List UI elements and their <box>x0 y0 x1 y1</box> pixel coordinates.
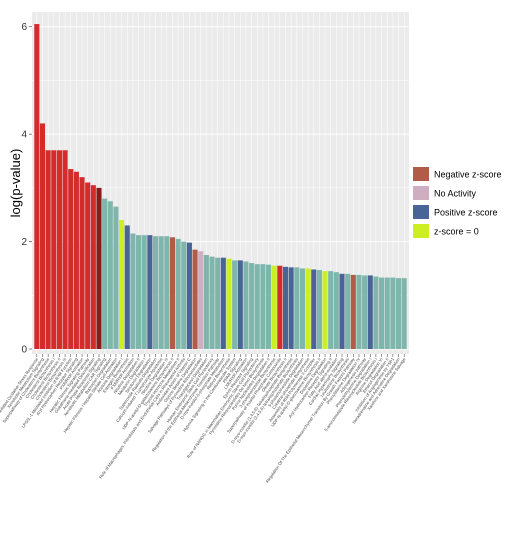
bar <box>141 235 147 349</box>
bar <box>226 258 232 349</box>
bar <box>96 187 102 349</box>
legend: Negative z-score No Activity Positive z-sc… <box>413 167 502 238</box>
bar <box>373 276 379 349</box>
bar <box>249 263 255 349</box>
bar <box>367 275 373 349</box>
bar <box>299 268 305 349</box>
bar <box>294 267 300 349</box>
bar <box>401 278 407 349</box>
bar <box>113 206 119 349</box>
bar <box>136 235 142 349</box>
plot-panel <box>32 12 409 354</box>
y-tick-label: 4 <box>21 130 27 141</box>
bar <box>237 260 243 349</box>
bar <box>277 265 283 349</box>
bar <box>339 273 345 349</box>
legend-label: No Activity <box>434 189 477 199</box>
bar <box>62 150 68 349</box>
bar <box>254 264 260 349</box>
bar <box>147 235 153 349</box>
bar <box>379 277 385 349</box>
bar <box>85 182 91 349</box>
legend-swatch <box>413 224 429 238</box>
bar <box>73 171 79 349</box>
bars <box>34 24 407 349</box>
legend-swatch <box>413 167 429 181</box>
bar <box>51 150 57 349</box>
bar <box>288 267 294 349</box>
x-axis-labels: NRF2-mediated Oxidative Stress ResponseX… <box>0 354 407 484</box>
bar <box>124 225 130 349</box>
bar <box>328 271 334 349</box>
bar <box>34 24 40 349</box>
bar <box>384 277 390 349</box>
bar <box>107 201 113 349</box>
bar <box>102 198 108 349</box>
legend-label: Positive z-score <box>434 208 498 218</box>
legend-label: Negative z-score <box>434 170 502 180</box>
bar <box>198 251 204 349</box>
bar <box>305 268 311 349</box>
y-axis-title: log(p-value) <box>8 149 23 218</box>
bar <box>169 237 176 349</box>
bar <box>271 265 277 349</box>
bar <box>192 249 198 349</box>
bar <box>350 274 356 349</box>
bar <box>395 278 402 349</box>
bar <box>181 241 187 349</box>
bar <box>362 275 368 349</box>
bar <box>175 238 181 349</box>
bar <box>119 220 125 349</box>
bar <box>311 269 317 349</box>
bar <box>56 150 62 349</box>
bar <box>345 273 351 349</box>
y-axis: 0 2 4 6 <box>21 22 32 356</box>
bar <box>220 257 226 349</box>
bar <box>203 255 209 349</box>
bar <box>90 185 96 349</box>
bar <box>130 233 136 349</box>
bar <box>186 242 192 349</box>
bar <box>316 270 322 349</box>
legend-swatch <box>413 186 429 200</box>
legend-label: z-score = 0 <box>434 227 479 237</box>
bar <box>152 236 159 349</box>
bar <box>356 274 362 349</box>
bar <box>390 277 396 349</box>
bar <box>322 271 328 349</box>
bar <box>209 256 215 349</box>
bar <box>265 264 272 349</box>
bar <box>158 236 164 349</box>
bar <box>215 257 221 349</box>
bar <box>232 260 238 349</box>
bar <box>333 272 339 349</box>
y-tick-label: 2 <box>21 237 27 248</box>
y-tick-label: 6 <box>21 22 27 33</box>
bar <box>260 264 266 349</box>
bar <box>39 123 46 349</box>
bar <box>45 150 51 349</box>
bar <box>79 177 85 349</box>
bar <box>282 266 289 349</box>
bar <box>164 236 170 349</box>
bar <box>243 261 249 349</box>
y-tick-label: 0 <box>21 345 27 356</box>
legend-swatch <box>413 205 429 219</box>
bar <box>68 169 74 349</box>
